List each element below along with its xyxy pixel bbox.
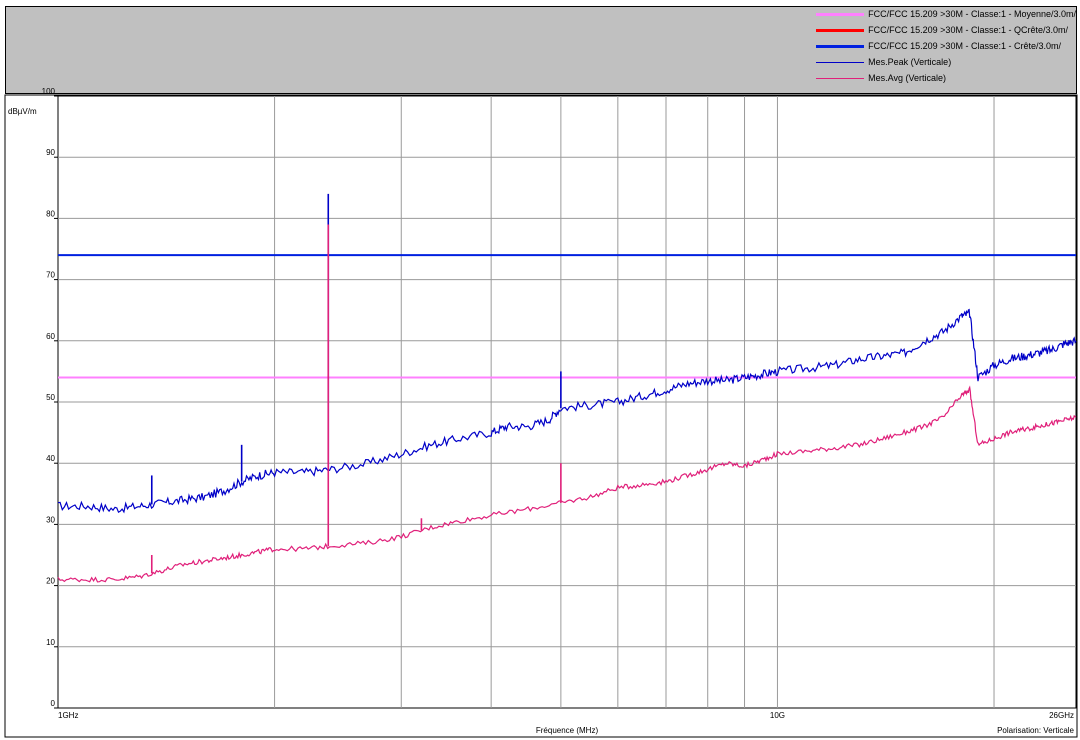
legend: FCC/FCC 15.209 >30M - Classe:1 - Moyenne… xyxy=(816,6,1076,86)
x-tick-label: 26GHz xyxy=(1049,711,1074,720)
legend-entry-limit-moyenne: FCC/FCC 15.209 >30M - Classe:1 - Moyenne… xyxy=(816,6,1076,22)
legend-entry-limit-crete: FCC/FCC 15.209 >30M - Classe:1 - Crête/3… xyxy=(816,38,1076,54)
legend-entry-limit-qcrete: FCC/FCC 15.209 >30M - Classe:1 - QCrête/… xyxy=(816,22,1076,38)
y-tick-label: 30 xyxy=(46,515,55,524)
series-line-1 xyxy=(57,385,1077,583)
limit-lines-layer xyxy=(58,254,1076,379)
y-axis-label: dBµV/m xyxy=(8,107,37,116)
legend-swatch-limit-moyenne xyxy=(816,12,865,16)
y-tick-label: 10 xyxy=(46,638,55,647)
x-tick-label: 10G xyxy=(770,711,785,720)
y-tick-label: 80 xyxy=(46,209,55,218)
polarisation-label: Polarisation: Verticale xyxy=(997,726,1074,735)
legend-swatch-mes-avg xyxy=(816,77,865,79)
legend-label-limit-moyenne: FCC/FCC 15.209 >30M - Classe:1 - Moyenne… xyxy=(868,9,1076,19)
y-tick-label: 70 xyxy=(46,271,55,280)
legend-entry-mes-avg: Mes.Avg (Verticale) xyxy=(816,70,1076,86)
y-tick-label: 60 xyxy=(46,332,55,341)
y-tick-label: 90 xyxy=(46,148,55,157)
legend-label-limit-qcrete: FCC/FCC 15.209 >30M - Classe:1 - QCrête/… xyxy=(868,25,1068,35)
grid-layer xyxy=(58,96,1076,708)
x-axis-label: Fréquence (MHz) xyxy=(536,726,599,735)
y-tick-label: 40 xyxy=(46,454,55,463)
legend-label-limit-crete: FCC/FCC 15.209 >30M - Classe:1 - Crête/3… xyxy=(868,41,1061,51)
legend-swatch-mes-peak xyxy=(816,61,865,63)
legend-header-bar xyxy=(5,6,1077,94)
outer-border xyxy=(4,94,1078,738)
legend-label-mes-avg: Mes.Avg (Verticale) xyxy=(868,73,947,83)
y-tick-label: 100 xyxy=(42,87,56,96)
legend-swatch-limit-crete xyxy=(816,44,865,48)
series-line-0 xyxy=(57,308,1077,514)
y-tick-label: 20 xyxy=(46,577,55,586)
series-layer xyxy=(57,193,1077,583)
legend-swatch-limit-qcrete xyxy=(816,28,865,32)
y-tick-label: 0 xyxy=(51,699,56,708)
x-tick-label: 1GHz xyxy=(58,711,78,720)
legend-label-mes-peak: Mes.Peak (Verticale) xyxy=(868,57,952,67)
legend-entry-mes-peak: Mes.Peak (Verticale) xyxy=(816,54,1076,70)
axis-layer: dBµV/m Fréquence (MHz) Polarisation: Ver… xyxy=(8,87,1075,735)
y-tick-label: 50 xyxy=(46,393,55,402)
